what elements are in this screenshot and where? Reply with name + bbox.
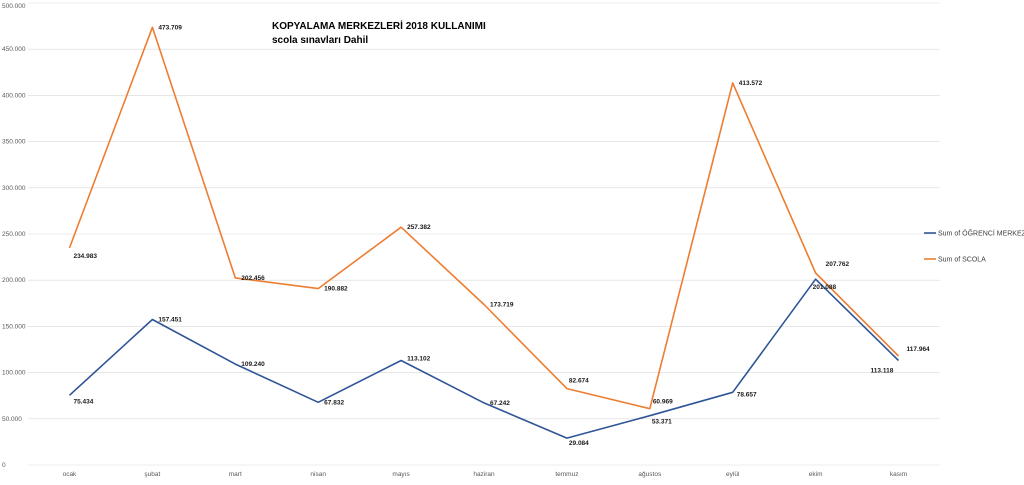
data-label: 75.434	[73, 398, 93, 405]
y-tick-label: 100.000	[2, 370, 26, 377]
y-tick-label: 200.000	[2, 277, 26, 284]
data-label: 82.674	[569, 378, 589, 385]
data-label: 113.102	[407, 355, 431, 362]
data-label: 53.371	[652, 419, 672, 426]
x-tick-label: mayıs	[392, 471, 410, 478]
y-tick-label: 250.000	[2, 231, 26, 238]
data-label: 67.832	[324, 399, 344, 406]
x-tick-label: kasım	[890, 471, 907, 478]
data-label: 60.969	[653, 399, 673, 406]
data-label: 413.572	[739, 80, 763, 87]
y-tick-label: 0	[2, 462, 6, 469]
data-label: 109.240	[241, 361, 265, 368]
data-label: 207.762	[826, 261, 850, 268]
x-tick-label: mart	[229, 471, 242, 478]
x-tick-label: temmuz	[555, 471, 578, 478]
x-tick-label: ağustos	[638, 471, 662, 478]
chart-subtitle: scola sınavları Dahil	[272, 35, 368, 46]
y-tick-label: 450.000	[2, 46, 26, 53]
x-tick-label: nisan	[310, 471, 326, 478]
x-tick-label: haziran	[473, 471, 495, 478]
y-tick-label: 350.000	[2, 139, 26, 146]
x-tick-label: eylül	[726, 471, 740, 478]
chart-title: KOPYALAMA MERKEZLERİ 2018 KULLANIMI	[272, 19, 486, 32]
y-tick-label: 400.000	[2, 92, 26, 99]
data-label: 257.382	[407, 224, 431, 231]
y-tick-label: 300.000	[2, 185, 26, 192]
data-labels: 75.434 157.451 109.240 67.832 113.102 67.242 2…	[73, 24, 930, 447]
data-label: 157.451	[158, 317, 182, 324]
series-line-0	[68, 278, 900, 439]
gridlines	[28, 2, 940, 466]
data-label: 173.719	[490, 301, 514, 308]
legend-entry: Sum of SCOLA	[938, 257, 986, 264]
data-label: 113.118	[871, 367, 894, 374]
y-tick-label: 50.000	[2, 416, 22, 423]
x-tick-label: ocak	[63, 471, 77, 478]
x-axis-ticks: ocak şubat mart nisan mayıs haziran temmuz ağus…	[63, 471, 908, 478]
series-line-1	[68, 26, 900, 410]
data-label: 78.657	[737, 391, 757, 398]
legend-entry: Sum of ÖĞRENCİ MERKEZİ	[938, 229, 1024, 238]
data-label: 67.242	[490, 400, 510, 407]
data-label: 473.709	[158, 24, 182, 31]
x-tick-label: şubat	[144, 471, 160, 478]
data-label: 234.983	[73, 253, 97, 260]
y-axis-ticks: 0 50.000 100.000 150.000 200.000 250.000 300.0…	[2, 3, 26, 469]
data-label: 190.882	[324, 286, 348, 293]
legend: Sum of ÖĞRENCİ MERKEZİ Sum of SCOLA	[924, 229, 1024, 264]
data-label: 117.964	[907, 346, 931, 353]
data-label: 201.088	[813, 284, 837, 291]
data-label: 202.456	[241, 275, 265, 282]
y-tick-label: 150.000	[2, 323, 26, 330]
series-lines	[68, 26, 900, 439]
y-tick-label: 500.000	[2, 3, 26, 10]
data-label: 29.084	[569, 440, 589, 447]
x-tick-label: ekim	[809, 471, 823, 478]
